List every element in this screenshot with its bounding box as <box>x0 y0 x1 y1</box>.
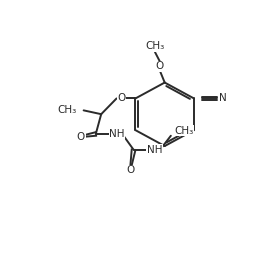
Text: CH₃: CH₃ <box>174 126 193 136</box>
Text: CH₃: CH₃ <box>58 105 77 115</box>
Text: NH: NH <box>109 129 124 139</box>
Text: CH₃: CH₃ <box>145 41 165 52</box>
Text: NH: NH <box>147 145 162 155</box>
Text: O: O <box>156 61 164 71</box>
Text: O: O <box>117 93 126 103</box>
Text: O: O <box>77 132 85 141</box>
Text: O: O <box>127 165 135 175</box>
Text: N: N <box>219 93 227 103</box>
